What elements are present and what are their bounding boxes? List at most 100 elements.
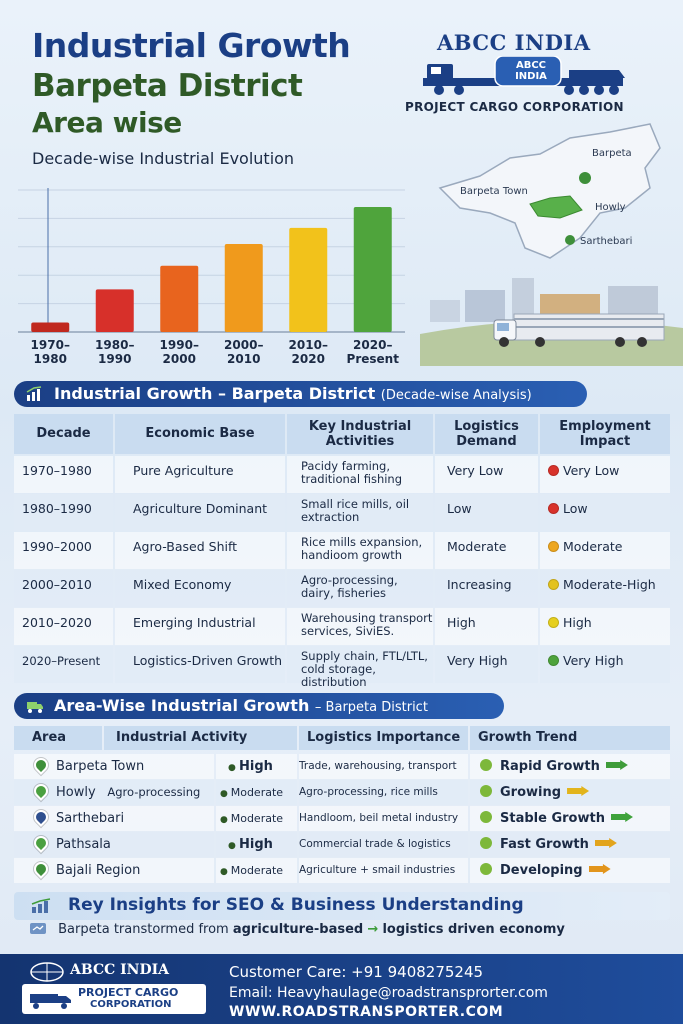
title-line-3: Area wise (32, 106, 182, 139)
cell-activities: Agro-processing, dairy, fisheries (287, 570, 433, 607)
cell-activity-level: ● Moderate (216, 858, 297, 883)
trend-arrow-icon (594, 838, 617, 848)
logo-name: ABCC INDIA (437, 30, 591, 55)
section2-banner: Area-Wise Industrial Growth – Barpeta Di… (14, 693, 504, 719)
cell-logistics-demand: Moderate (435, 532, 538, 569)
chart-tick-label: 1990– 2000 (159, 338, 199, 366)
truck-icon (27, 702, 43, 713)
title-line-1: Industrial Growth (32, 26, 351, 65)
chart-tick-label: 1970– 1980 (30, 338, 70, 366)
status-dot-icon (548, 579, 559, 590)
email-link[interactable]: Email: Heavyhaulage@roadstransprorter.co… (229, 985, 548, 1001)
status-dot-icon (548, 465, 559, 476)
cell-economic-base: Emerging Industrial (115, 608, 285, 645)
district-map: Barpeta Barpeta Town Howly Sarthebari (420, 118, 683, 278)
cell-employment-impact: Moderate-High (540, 570, 670, 607)
map-label-howly: Howly (595, 202, 626, 213)
section1-title-suffix: (Decade-wise Analysis) (380, 388, 532, 403)
cell-growth-trend: Growing (470, 780, 670, 805)
status-dot-icon (548, 541, 559, 552)
cell-activities: Supply chain, FTL/LTL, cold storage, dis… (287, 646, 433, 689)
bullet-icon: ● (220, 815, 231, 825)
insights-banner: Rey Insights for SEO & Business Understa… (14, 892, 670, 920)
cell-area: Sarthebari (14, 806, 214, 831)
cell-activities: Pacidy farming, traditional fishing (287, 456, 433, 493)
chart-bar (31, 322, 70, 332)
chart-bar (160, 265, 199, 332)
cell-growth-trend: Rapid Growth (470, 754, 670, 779)
cell-decade: 2000–2010 (14, 570, 113, 607)
table-row: 2000–2010 Mixed Economy Agro-processing, d… (14, 570, 670, 607)
cell-area: Barpeta Town (14, 754, 214, 779)
bullet-icon: ● (220, 789, 231, 799)
cell-logistics-importance: Agro-processing, rice mills (299, 780, 468, 805)
status-dot-icon (548, 655, 559, 666)
location-pin-icon (31, 807, 51, 827)
chart-tick-label: 2020– Present (346, 338, 399, 366)
table1-header-activities: Key Industrial Activities (287, 414, 433, 454)
footer-logo-plate: PROJECT CARGO CORPORATION (22, 984, 206, 1014)
section1-banner: Industrial Growth – Barpeta District (De… (14, 381, 587, 407)
cell-growth-trend: Developing (470, 858, 670, 883)
decade-bar-chart: 1970– 1980 1980– 1990 1990– 2000 2000– 2010 2010… (0, 180, 420, 370)
cell-logistics-importance: Agriculture + smail industries (299, 858, 468, 883)
table-row: 2010–2020 Emerging Industrial Warehousing … (14, 608, 670, 645)
map-shape (438, 123, 661, 259)
location-pin-icon (31, 755, 51, 775)
table1-header-base: Economic Base (115, 414, 285, 454)
cell-activities: Rice mills expansion, handioom growth (287, 532, 433, 569)
cell-logistics-demand: Low (435, 494, 538, 531)
trend-dot-icon (480, 811, 492, 823)
trend-dot-icon (480, 759, 492, 771)
trend-arrow-icon (567, 786, 590, 796)
cell-area: Howly Agro-processing (14, 780, 214, 805)
insights-title: Rey Insights for SEO & Business Understa… (68, 895, 524, 915)
title-line-2: Barpeta District (32, 68, 303, 104)
footer-globe-icon (30, 962, 64, 982)
table-row: Bajali Region ● Moderate Agriculture + sma… (14, 858, 670, 883)
cell-decade: 1980–1990 (14, 494, 113, 531)
chart-tick-label: 2000– 2010 (224, 338, 264, 366)
logo-badge: ABCC INDIA (515, 60, 547, 82)
location-pin-icon (31, 833, 51, 853)
table1-header-impact: Employment Impact (540, 414, 670, 454)
cell-activity-level: ● Moderate (216, 806, 297, 831)
table-row: Pathsala ● High Commercial trade & logisti… (14, 832, 670, 857)
table-row: 1980–1990 Agriculture Dominant Small rice … (14, 494, 670, 531)
bullet-icon: ● (228, 841, 239, 851)
company-logo: ABCC INDIA ABCC INDIA PROJECT CARGO CORP… (405, 22, 645, 122)
trend-arrow-icon (605, 760, 628, 770)
cell-decade: 1990–2000 (14, 532, 113, 569)
map-label-sarthebari: Sarthebari (580, 236, 633, 247)
table2-header-logistics: Logistics Importance (299, 726, 468, 750)
cell-logistics-demand: Increasing (435, 570, 538, 607)
truck-logo-icon (423, 56, 625, 95)
chart-tick-label: 2010– 2020 (288, 338, 328, 366)
table1-header-demand: Logistics Demand (435, 414, 538, 454)
insights-chart-icon (31, 898, 51, 913)
logo-tagline: PROJECT CARGO CORPORATION (405, 100, 624, 114)
cell-activity-level: ● Moderate (216, 780, 297, 805)
cell-economic-base: Mixed Economy (115, 570, 285, 607)
table-row: Howly Agro-processing ● Moderate Agro-proc… (14, 780, 670, 805)
footer-logo-name: ABCC INDIA (70, 962, 170, 978)
cell-employment-impact: Low (540, 494, 670, 531)
status-dot-icon (548, 617, 559, 628)
cell-area: Pathsala (14, 832, 214, 857)
table-row: 1990–2000 Agro-Based Shift Rice mills expa… (14, 532, 670, 569)
insight-note-icon (30, 923, 46, 934)
insight-text: Barpeta transtormed from agriculture-bas… (30, 922, 565, 937)
chart-growth-icon (26, 386, 42, 401)
chart-tick-label: 1980– 1990 (95, 338, 135, 366)
cell-activities: Warehousing transport services, SiviES. (287, 608, 433, 645)
bullet-icon: ● (220, 867, 231, 877)
location-pin-icon (31, 859, 51, 879)
cell-logistics-importance: Trade, warehousing, transport (299, 754, 468, 779)
subtitle: Decade-wise Industrial Evolution (32, 149, 295, 168)
cell-logistics-importance: Handloom, beil metal industry (299, 806, 468, 831)
section1-title: Industrial Growth – Barpeta District (54, 384, 376, 403)
cell-area: Bajali Region (14, 858, 214, 883)
location-pin-icon (31, 781, 51, 801)
trend-dot-icon (480, 837, 492, 849)
website-link[interactable]: WWW.ROADSTRANSPORTER.COM (229, 1004, 504, 1020)
